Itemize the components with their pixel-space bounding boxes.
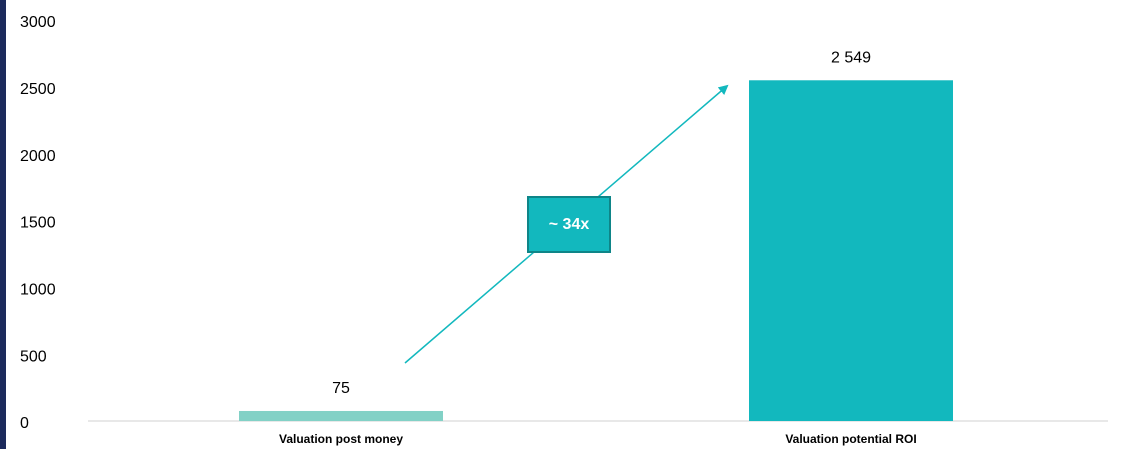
annotation: ~ 34x (549, 216, 590, 233)
y-tick-label: 1000 (20, 282, 56, 299)
value-label: 2 549 (831, 50, 871, 67)
bar (749, 80, 953, 422)
annotation-box (527, 196, 611, 253)
bar (239, 410, 443, 421)
y-tick-label: 3000 (20, 14, 56, 31)
side-stripe (0, 0, 6, 449)
x-tick-label: Valuation post money (279, 432, 403, 446)
y-tick-label: 1500 (20, 215, 56, 232)
y-tick-label: 2000 (20, 148, 56, 165)
y-tick-label: 0 (20, 415, 29, 432)
x-tick-label: Valuation potential ROI (785, 432, 916, 446)
y-tick-label: 500 (20, 348, 47, 365)
value-label: 75 (332, 380, 350, 397)
y-tick-label: 2500 (20, 81, 56, 98)
